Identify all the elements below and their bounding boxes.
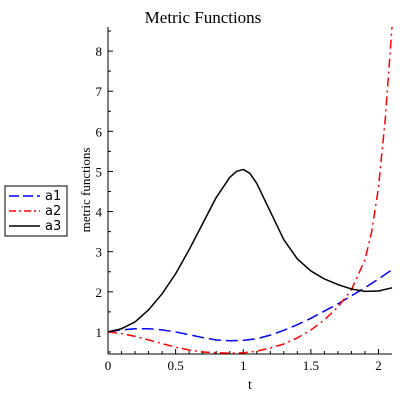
- y-axis-label: metric functions: [78, 148, 93, 233]
- y-tick-label: 3: [96, 245, 103, 260]
- y-tick-label: 8: [96, 44, 103, 59]
- legend-label-a2: a2: [45, 204, 61, 219]
- series-line-a1: [108, 269, 393, 342]
- y-tick-label: 7: [96, 84, 103, 99]
- axes: 0 0.5 1 1.5 2 1 2 3 4 5 6 7 8: [96, 27, 392, 373]
- x-tick-label: 0: [105, 358, 112, 373]
- chart-title: Metric Functions: [145, 8, 262, 27]
- series-line-a2: [108, 26, 393, 354]
- x-axis-label: t: [248, 378, 252, 393]
- y-tick-label: 1: [96, 325, 103, 340]
- y-tick-label: 4: [96, 205, 103, 220]
- legend-label-a3: a3: [45, 219, 61, 234]
- y-tick-label: 2: [96, 285, 103, 300]
- y-tick-label: 5: [96, 164, 103, 179]
- x-tick-label: 1: [240, 358, 247, 373]
- x-tick-label: 0.5: [167, 358, 183, 373]
- series-lines: [108, 26, 393, 354]
- legend-label-a1: a1: [45, 189, 61, 204]
- series-line-a3: [108, 168, 393, 333]
- x-tick-label: 2: [375, 358, 382, 373]
- x-tick-label: 1.5: [303, 358, 319, 373]
- y-tick-label: 6: [96, 124, 103, 139]
